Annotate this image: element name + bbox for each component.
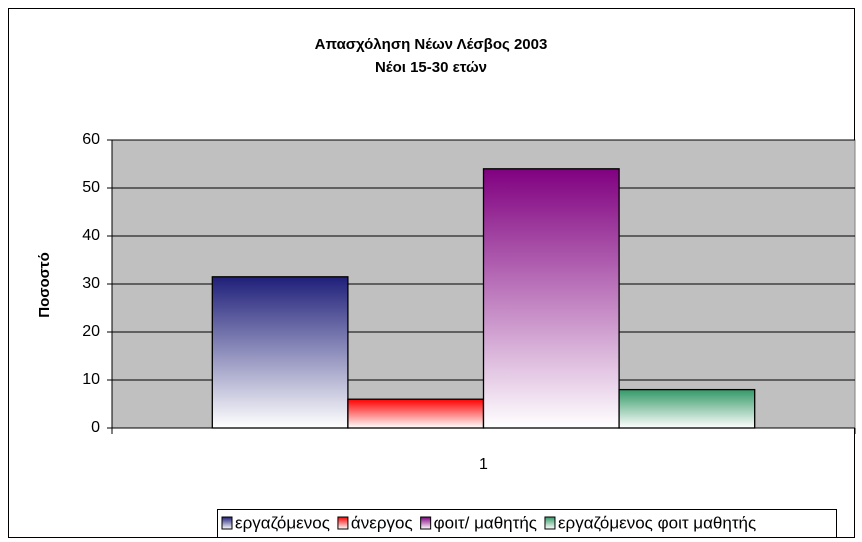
y-tick-label: 30	[82, 275, 100, 292]
chart-title: Απασχόληση Νέων Λέσβος 2003	[315, 36, 548, 53]
bar	[347, 398, 485, 429]
y-tick-label: 20	[82, 323, 100, 340]
legend-box	[217, 509, 837, 538]
legend-swatch	[337, 516, 349, 530]
chart-subtitle: Νέοι 15-30 ετών	[375, 59, 487, 76]
legend-label: εργαζόμενος	[235, 513, 330, 532]
legend-label: εργαζόμενος φοιτ μαθητής	[558, 513, 756, 532]
x-tick-label: 1	[479, 456, 488, 473]
y-tick-label: 40	[82, 227, 100, 244]
y-tick-label: 60	[82, 131, 100, 148]
bar	[482, 168, 620, 429]
y-tick-label: 0	[91, 419, 100, 436]
legend-label: άνεργος	[351, 513, 413, 532]
y-tick-label: 10	[82, 371, 100, 388]
legend-swatch	[221, 516, 233, 530]
legend-swatch	[544, 516, 556, 530]
y-tick-label: 50	[82, 179, 100, 196]
bar	[211, 276, 349, 429]
y-axis-label: Ποσοστό	[36, 252, 53, 318]
bar	[618, 388, 756, 429]
legend-swatch	[420, 516, 432, 530]
legend-label: φοιτ/ μαθητής	[434, 513, 537, 532]
